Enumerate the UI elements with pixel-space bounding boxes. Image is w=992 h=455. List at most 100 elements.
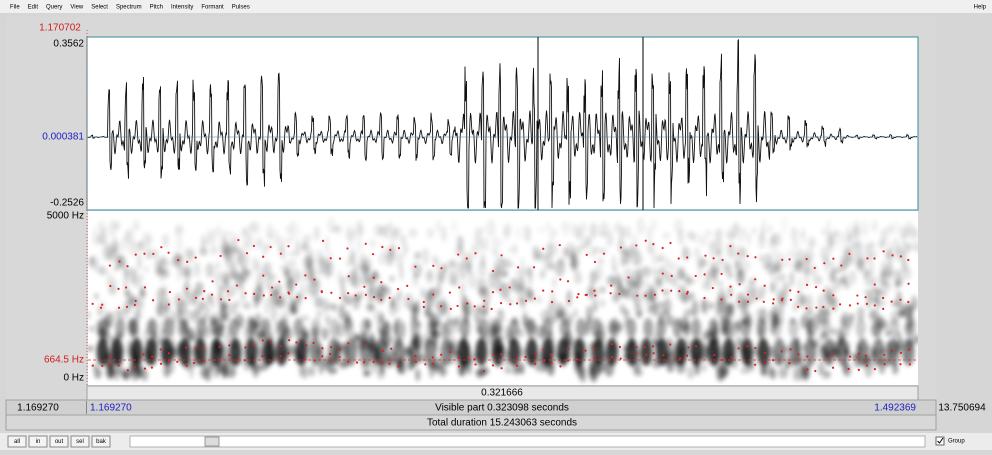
formant-dot bbox=[542, 360, 545, 363]
group-checkbox[interactable] bbox=[935, 436, 945, 446]
energy-blob bbox=[833, 230, 840, 238]
formant-dot bbox=[364, 293, 367, 296]
formant-dot bbox=[593, 356, 596, 359]
energy-blob bbox=[285, 300, 291, 315]
energy-blob bbox=[780, 216, 788, 234]
zoom-button[interactable] bbox=[91, 435, 111, 448]
energy-blob bbox=[314, 296, 324, 309]
energy-blob bbox=[539, 270, 545, 280]
formant-dot bbox=[202, 347, 205, 351]
formant-dot bbox=[737, 252, 740, 255]
formant-dot bbox=[549, 353, 553, 356]
formant-dot bbox=[160, 246, 163, 249]
energy-blob bbox=[222, 279, 229, 292]
formant-dot bbox=[754, 346, 757, 350]
energy-blob bbox=[852, 226, 862, 241]
formant-dot bbox=[789, 289, 792, 292]
zoom-button[interactable] bbox=[70, 435, 90, 448]
voicing-blob bbox=[806, 318, 817, 338]
formant-dot bbox=[388, 296, 391, 299]
energy-blob bbox=[659, 265, 666, 278]
energy-blob bbox=[770, 282, 775, 294]
energy-blob bbox=[486, 219, 496, 237]
energy-blob bbox=[332, 225, 340, 232]
energy-blob bbox=[757, 233, 766, 250]
energy-blob bbox=[431, 254, 438, 265]
energy-blob bbox=[299, 364, 305, 378]
formant-dot bbox=[677, 257, 680, 260]
energy-blob bbox=[803, 255, 811, 274]
energy-blob bbox=[255, 237, 264, 249]
energy-blob bbox=[842, 363, 852, 377]
energy-blob bbox=[479, 308, 487, 318]
energy-blob bbox=[413, 252, 420, 260]
menu-item[interactable]: Select bbox=[91, 5, 108, 11]
voicing-blob bbox=[626, 318, 637, 338]
energy-blob bbox=[338, 303, 345, 321]
formant-dot bbox=[789, 298, 792, 301]
voicing-blob bbox=[475, 338, 488, 366]
energy-blob bbox=[205, 262, 215, 278]
voicing-blob bbox=[178, 318, 189, 338]
menu-item[interactable]: Intensity bbox=[171, 5, 193, 11]
formant-dot bbox=[764, 361, 767, 365]
formant-dot bbox=[482, 305, 485, 308]
energy-blob bbox=[376, 368, 386, 380]
energy-blob bbox=[160, 254, 167, 265]
menu-item[interactable]: Query bbox=[46, 5, 62, 11]
scroll-thumb[interactable] bbox=[204, 436, 220, 447]
formant-dot bbox=[219, 254, 222, 258]
menu-help[interactable]: Help bbox=[974, 5, 987, 11]
menu-item[interactable]: Formant bbox=[201, 5, 224, 11]
energy-blob bbox=[702, 280, 712, 291]
voicing-blob bbox=[557, 338, 570, 366]
voicing-blob bbox=[329, 318, 340, 338]
formant-dot bbox=[635, 345, 638, 349]
formant-dot bbox=[661, 289, 664, 292]
energy-blob bbox=[161, 303, 170, 311]
formant-dot bbox=[125, 305, 129, 308]
energy-blob bbox=[392, 227, 403, 241]
menu-item[interactable]: Edit bbox=[28, 5, 39, 11]
energy-blob bbox=[861, 220, 869, 238]
formant-dot bbox=[515, 302, 519, 305]
menu: File Edit Query View Select Spectrum Pitch Inte… bbox=[10, 5, 250, 11]
energy-blob bbox=[147, 235, 154, 243]
energy-blob bbox=[646, 226, 653, 242]
zoom-button[interactable] bbox=[49, 435, 69, 448]
energy-blob bbox=[184, 278, 189, 296]
menu-item[interactable]: Pulses bbox=[232, 5, 250, 11]
menu-item[interactable]: View bbox=[70, 5, 84, 11]
formant-dot bbox=[848, 252, 851, 255]
energy-blob bbox=[827, 260, 835, 268]
formant-dot bbox=[730, 293, 733, 296]
formant-dot bbox=[499, 302, 503, 305]
group-label: Group bbox=[948, 439, 965, 445]
energy-blob bbox=[185, 309, 194, 321]
formant-dot bbox=[134, 299, 137, 302]
energy-blob bbox=[662, 232, 671, 239]
formant-dot bbox=[372, 276, 375, 279]
formant-dot bbox=[542, 289, 545, 292]
energy-blob bbox=[566, 289, 572, 307]
formant-dot bbox=[551, 290, 554, 293]
energy-blob bbox=[408, 227, 418, 238]
formant-dot bbox=[295, 283, 298, 286]
energy-blob bbox=[896, 291, 903, 309]
zoom-button[interactable] bbox=[7, 435, 27, 448]
formant-dot bbox=[635, 352, 638, 355]
scrollbar[interactable] bbox=[129, 435, 926, 448]
energy-blob bbox=[746, 233, 752, 247]
formant-dot bbox=[491, 291, 495, 294]
menu-item[interactable]: Spectrum bbox=[116, 5, 142, 11]
formant-dot bbox=[304, 274, 307, 277]
voicing-blob bbox=[229, 338, 242, 366]
formant-dot bbox=[694, 274, 697, 278]
zoom-button[interactable] bbox=[28, 435, 48, 448]
energy-blob bbox=[267, 231, 272, 242]
menu-item[interactable]: Pitch bbox=[150, 5, 163, 11]
energy-blob bbox=[279, 265, 290, 272]
energy-blob bbox=[439, 272, 445, 282]
energy-blob bbox=[668, 261, 678, 272]
menu-item[interactable]: File bbox=[10, 5, 20, 11]
